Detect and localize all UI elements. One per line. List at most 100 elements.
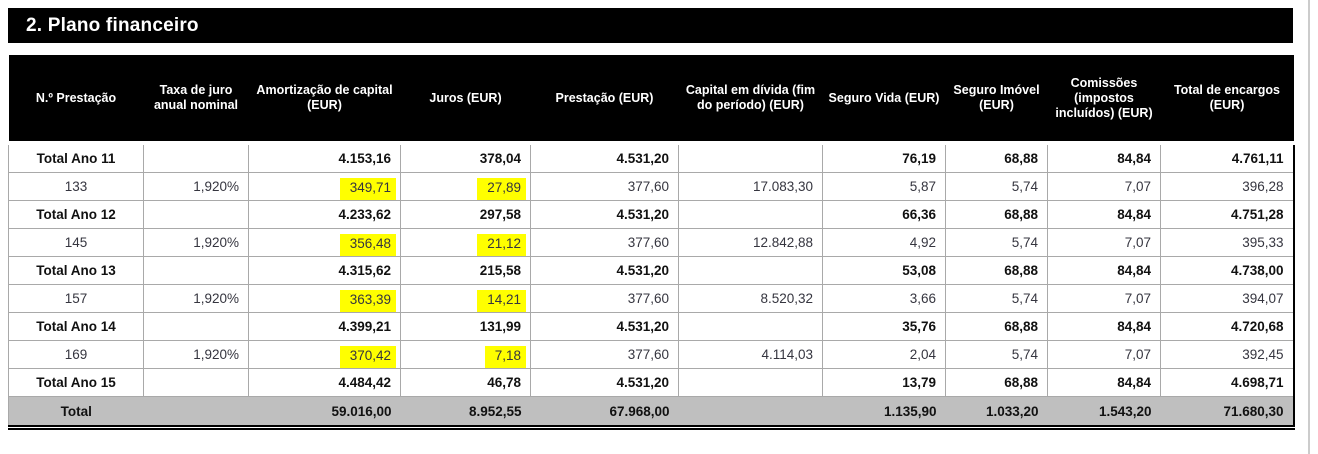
section-title-bar: 2. Plano financeiro [8,8,1293,43]
table-cell: 68,88 [945,142,1048,173]
table-cell [143,312,249,341]
highlight-annotation: 370,42 [339,346,396,368]
table-cell: 392,45 [1160,340,1295,369]
table-cell: 4.399,21 [248,312,401,341]
detail-row: 157 1,920% 363,39 14,21 377,60 8.520,32 3,66 5,… [8,284,1295,313]
table-cell: 396,28 [1160,172,1295,201]
table-cell: 84,84 [1047,256,1161,285]
table-cell [678,200,823,229]
table-cell: 71.680,30 [1160,396,1295,430]
table-cell: 4.751,28 [1160,200,1295,229]
table-cell: 395,33 [1160,228,1295,257]
table-cell: 377,60 [530,228,679,257]
table-cell: 4.233,62 [248,200,401,229]
table-cell: 4.761,11 [1160,142,1295,173]
detail-row: 133 1,920% 349,71 27,89 377,60 17.083,30 5,87 5… [8,172,1295,201]
table-cell: Total [8,396,144,430]
column-header: Amortização de capital (EUR) [248,55,401,145]
table-cell: 4.531,20 [530,142,679,173]
table-cell: 4,92 [822,228,946,257]
subtotal-row: Total Ano 13 4.315,62 215,58 4.531,20 53,08 6… [8,256,1295,285]
table-cell: 84,84 [1047,142,1161,173]
table-cell: 4.153,16 [248,142,401,173]
highlight-annotation: 356,48 [339,234,396,256]
table-cell: 169 [8,340,144,369]
table-cell: 27,89 [400,172,531,201]
grand-total-row: Total 59.016,00 8.952,55 67.968,00 1.135,90 1… [8,396,1295,430]
table-cell: 4.484,42 [248,368,401,397]
table-cell: 5,74 [945,340,1048,369]
table-cell: 84,84 [1047,368,1161,397]
table-cell: 1,920% [143,284,249,313]
table-cell: 145 [8,228,144,257]
table-cell: 1,920% [143,228,249,257]
table-cell: 84,84 [1047,312,1161,341]
table-cell: 68,88 [945,368,1048,397]
table-cell: Total Ano 15 [8,368,144,397]
detail-row: 145 1,920% 356,48 21,12 377,60 12.842,88 4,92 5… [8,228,1295,257]
table-cell: Total Ano 12 [8,200,144,229]
table-cell: 5,74 [945,284,1048,313]
table-cell [143,142,249,173]
table-cell: 17.083,30 [678,172,823,201]
table-cell: 157 [8,284,144,313]
table-cell: 46,78 [400,368,531,397]
table-cell: 4.531,20 [530,200,679,229]
table-cell: 68,88 [945,312,1048,341]
detail-row: 169 1,920% 370,42 7,18 377,60 4.114,03 2,04 5,7… [8,340,1295,369]
subtotal-row: Total Ano 11 4.153,16 378,04 4.531,20 76,19 6… [8,142,1295,173]
table-cell: 76,19 [822,142,946,173]
table-cell [678,256,823,285]
table-cell [678,368,823,397]
column-header: Juros (EUR) [400,55,531,145]
table-cell: 5,74 [945,228,1048,257]
table-cell: 363,39 [248,284,401,313]
table-cell: 53,08 [822,256,946,285]
table-cell: 394,07 [1160,284,1295,313]
table-cell: 1.033,20 [945,396,1048,430]
column-header: Seguro Vida (EUR) [822,55,946,145]
table-cell: 4.720,68 [1160,312,1295,341]
table-cell: 4.698,71 [1160,368,1295,397]
table-cell: 7,07 [1047,172,1161,201]
table-cell: 7,07 [1047,340,1161,369]
table-cell: 377,60 [530,172,679,201]
table-cell [143,256,249,285]
table-cell: 3,66 [822,284,946,313]
table-cell: 59.016,00 [248,396,401,430]
table-cell: Total Ano 14 [8,312,144,341]
column-header: Prestação (EUR) [530,55,679,145]
highlight-annotation: 14,21 [477,290,526,312]
column-header: Seguro Imóvel (EUR) [945,55,1048,145]
table-cell [678,142,823,173]
highlight-annotation: 27,89 [477,178,526,200]
table-cell: 378,04 [400,142,531,173]
table-cell: 8.952,55 [400,396,531,430]
table-cell: 4.738,00 [1160,256,1295,285]
column-header: Comissões (impostos incluídos) (EUR) [1047,55,1161,145]
table-cell: 14,21 [400,284,531,313]
table-cell: 5,87 [822,172,946,201]
column-header: N.º Prestação [8,55,144,145]
table-cell: 133 [8,172,144,201]
subtotal-row: Total Ano 12 4.233,62 297,58 4.531,20 66,36 6… [8,200,1295,229]
subtotal-row: Total Ano 14 4.399,21 131,99 4.531,20 35,76 6… [8,312,1295,341]
table-cell: 356,48 [248,228,401,257]
table-cell [678,312,823,341]
table-cell: 66,36 [822,200,946,229]
table-cell: 4.531,20 [530,256,679,285]
page-edge-line [1308,0,1310,454]
table-cell: 68,88 [945,256,1048,285]
column-header: Taxa de juro anual nominal [143,55,249,145]
table-cell: 377,60 [530,340,679,369]
table-cell [143,396,249,430]
table-cell: 4.531,20 [530,312,679,341]
table-cell: 68,88 [945,200,1048,229]
table-cell: 1,920% [143,340,249,369]
table-cell: 4.315,62 [248,256,401,285]
table-cell: 21,12 [400,228,531,257]
table-cell: 5,74 [945,172,1048,201]
table-cell: 67.968,00 [530,396,679,430]
subtotal-row: Total Ano 15 4.484,42 46,78 4.531,20 13,79 68… [8,368,1295,397]
section-title: 2. Plano financeiro [26,14,199,36]
